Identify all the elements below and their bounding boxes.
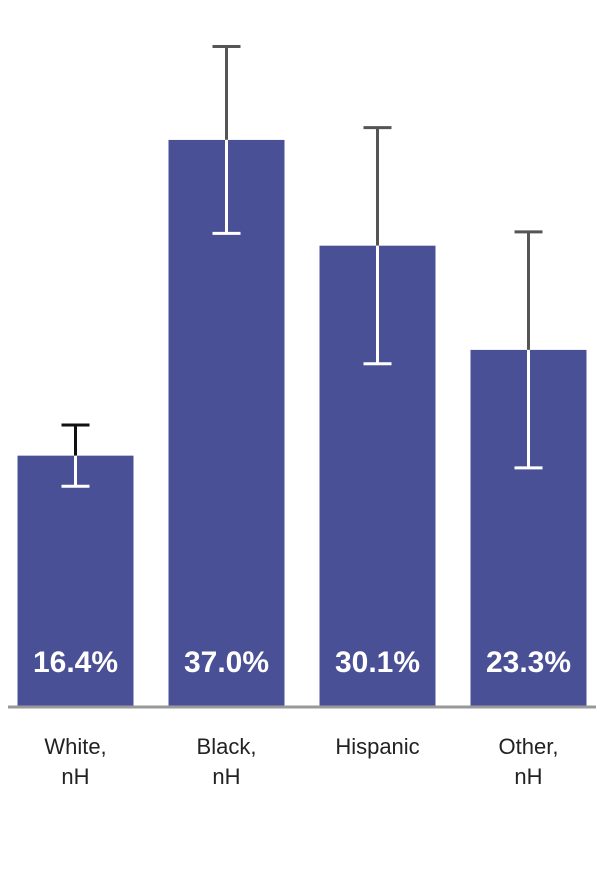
- x-tick-label: White, nH: [44, 734, 107, 789]
- x-tick-label: Hispanic: [335, 734, 420, 759]
- bar: [17, 455, 134, 707]
- value-label: 23.3%: [486, 646, 571, 679]
- value-label: 30.1%: [335, 646, 420, 679]
- x-tick-label: Other, nH: [498, 734, 559, 789]
- x-tick-label: Black, nH: [196, 734, 257, 789]
- value-label: 16.4%: [33, 646, 118, 679]
- value-label: 37.0%: [184, 646, 269, 679]
